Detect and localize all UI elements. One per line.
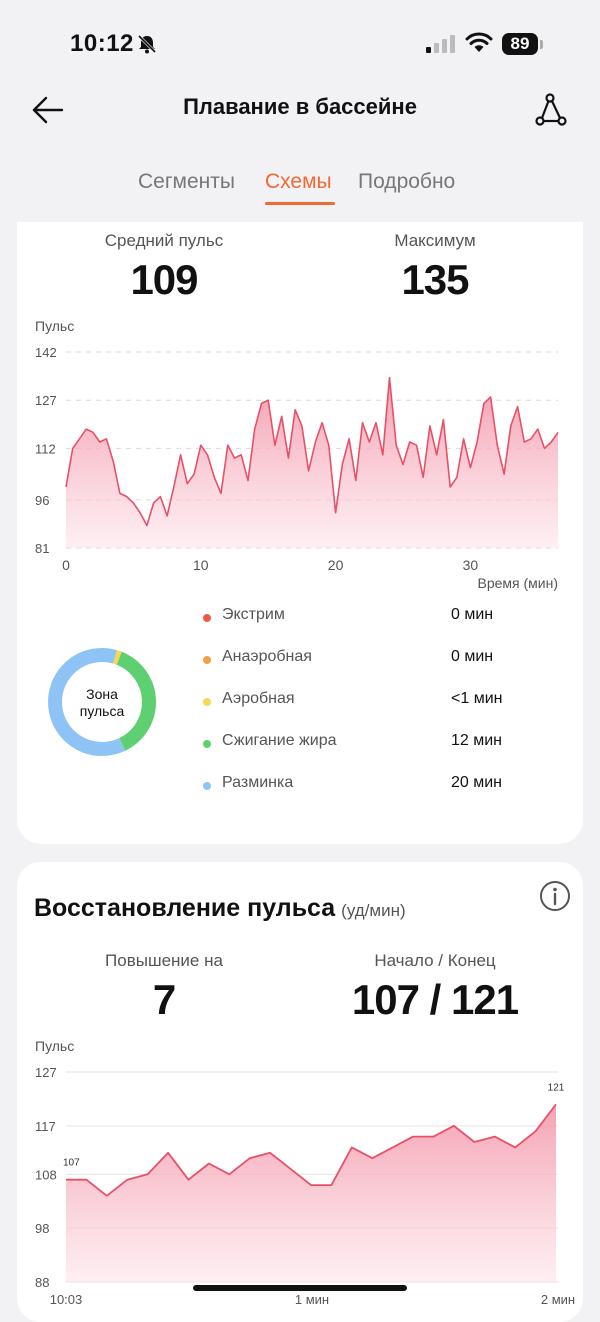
zone-color-dot — [203, 698, 211, 706]
heart-rate-card: Средний пульс 109 Максимум 135 Пульс 81 9… — [17, 222, 583, 844]
rise-value: 7 — [152, 976, 176, 1023]
info-icon[interactable] — [539, 880, 571, 912]
y-tick-label: 96 — [35, 493, 49, 508]
zone-color-dot — [203, 782, 211, 790]
y-tick-label: 127 — [35, 393, 57, 408]
tab-charts[interactable]: Схемы — [265, 170, 332, 193]
back-arrow-icon[interactable] — [30, 92, 66, 128]
zone-color-dot — [203, 656, 211, 664]
zone-name: Анаэробная — [222, 648, 312, 665]
route-share-icon[interactable] — [532, 92, 568, 128]
hr-area-fill — [66, 377, 558, 548]
donut-center-label: Зона пульса — [62, 686, 142, 720]
status-time: 10:12 — [70, 30, 134, 57]
x-tick-label: 10:03 — [50, 1292, 83, 1307]
x-axis-label: Время (мин) — [477, 575, 558, 591]
startend-label: Начало / Конец — [374, 951, 496, 970]
donut-segment — [48, 648, 126, 756]
y-tick-label: 142 — [35, 345, 57, 360]
y-tick-label: 88 — [35, 1275, 49, 1290]
recovery-chart: 88 98 108 117 127 10:03 1 мин 2 мин 107 121 — [35, 1065, 575, 1307]
zone-duration: 0 мин — [451, 648, 494, 665]
battery-indicator: 89 — [502, 33, 538, 55]
zone-name: Разминка — [222, 774, 294, 791]
header: Плавание в бассейне — [0, 82, 600, 134]
end-value-label: 121 — [548, 1082, 565, 1093]
zone-legend-row: Аэробная <1 мин — [203, 690, 533, 716]
avg-hr-value: 109 — [130, 256, 198, 303]
zone-color-dot — [203, 740, 211, 748]
zone-color-dot — [203, 614, 211, 622]
y-tick-label: 108 — [35, 1167, 57, 1182]
max-hr-value: 135 — [401, 256, 469, 303]
hr-chart-ylabel: Пульс — [35, 318, 75, 334]
donut-label-line1: Зона — [86, 686, 118, 702]
hr-line — [65, 376, 559, 527]
y-tick-label: 112 — [35, 441, 56, 456]
recovery-card: Восстановление пульса (уд/мин) Повышение … — [17, 862, 583, 1322]
donut-segment — [112, 650, 122, 665]
startend-value: 107 / 121 — [351, 976, 519, 1023]
bell-muted-icon — [137, 34, 157, 54]
y-tick-label: 98 — [35, 1221, 49, 1236]
rise-label: Повышение на — [105, 951, 223, 970]
x-tick-label: 0 — [62, 557, 70, 573]
start-value-label: 107 — [63, 1158, 80, 1169]
wifi-icon — [465, 32, 493, 52]
donut-segment — [116, 651, 156, 751]
recovery-title-text: Восстановление пульса — [34, 894, 336, 922]
home-indicator[interactable] — [193, 1285, 407, 1291]
recovery-line — [66, 1103, 557, 1197]
zone-duration: 12 мин — [451, 732, 503, 749]
battery-tip — [540, 40, 543, 49]
tab-segments[interactable]: Сегменты — [138, 170, 235, 193]
zone-legend-row: Сжигание жира 12 мин — [203, 732, 533, 758]
y-tick-label: 117 — [35, 1119, 56, 1134]
recovery-area-fill — [66, 1104, 556, 1282]
heart-rate-chart: 81 96 112 127 142 0 10 20 30 Время (мин) — [35, 345, 559, 591]
tab-details[interactable]: Подробно — [358, 170, 456, 193]
recovery-unit: (уд/мин) — [341, 901, 406, 920]
zone-duration: 20 мин — [451, 774, 503, 791]
x-tick-label: 2 мин — [541, 1292, 575, 1307]
recovery-chart-ylabel: Пульс — [35, 1038, 75, 1054]
y-tick-label: 81 — [35, 541, 49, 556]
active-tab-indicator — [265, 202, 335, 205]
zone-name: Аэробная — [222, 690, 295, 707]
zone-legend-row: Экстрим 0 мин — [203, 606, 533, 632]
tab-bar: Сегменты Схемы Подробно — [0, 170, 600, 210]
donut-label-line2: пульса — [79, 703, 125, 719]
zone-legend-row: Разминка 20 мин — [203, 774, 533, 800]
page-title: Плавание в бассейне — [183, 94, 417, 119]
x-tick-label: 30 — [463, 557, 479, 573]
max-hr-label: Максимум — [394, 231, 476, 250]
status-bar: 10:12 89 — [0, 0, 600, 88]
y-tick-label: 127 — [35, 1065, 57, 1080]
zone-name: Сжигание жира — [222, 732, 337, 749]
zone-legend-row: Анаэробная 0 мин — [203, 648, 533, 674]
x-tick-label: 20 — [328, 557, 344, 573]
x-tick-label: 10 — [193, 557, 209, 573]
cellular-signal-icon — [426, 35, 455, 53]
x-tick-label: 1 мин — [295, 1292, 329, 1307]
avg-hr-label: Средний пульс — [104, 231, 224, 250]
hr-zone-donut — [48, 648, 156, 756]
zone-duration: <1 мин — [451, 690, 503, 707]
recovery-title: Восстановление пульса (уд/мин) — [34, 894, 406, 923]
zone-name: Экстрим — [222, 606, 285, 623]
zone-duration: 0 мин — [451, 606, 494, 623]
